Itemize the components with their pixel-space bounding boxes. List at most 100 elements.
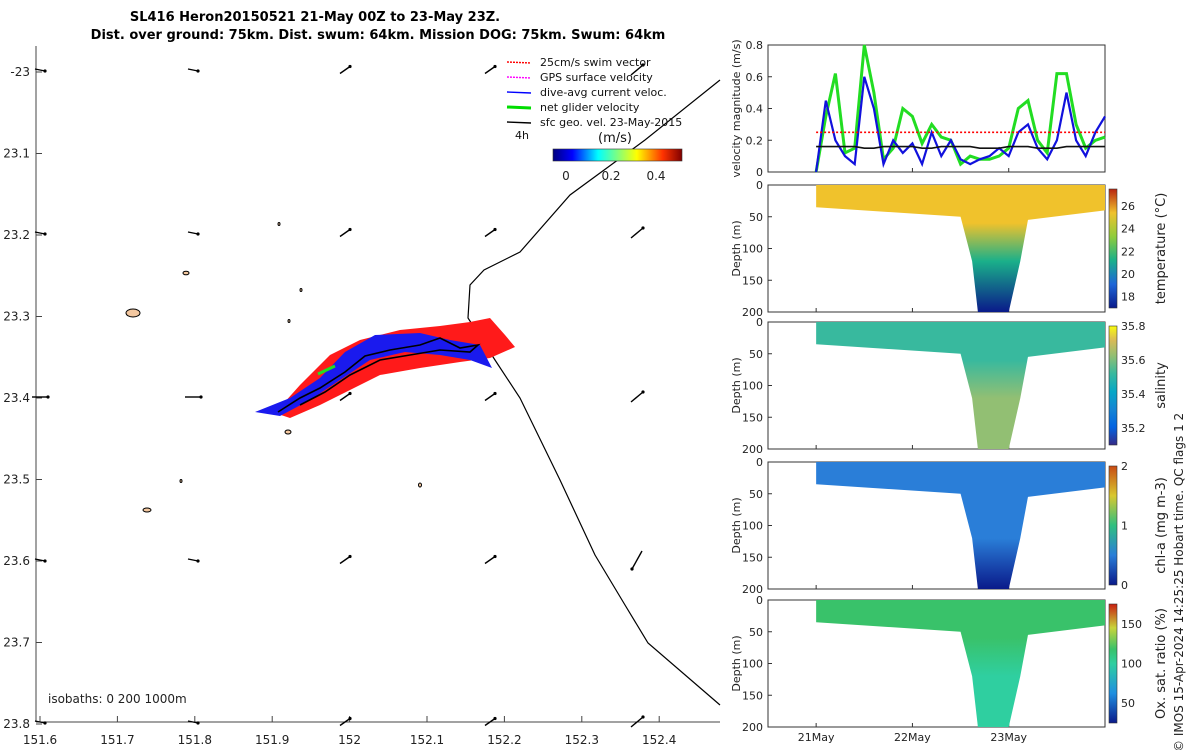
geo-arrow bbox=[484, 228, 496, 238]
geo-arrow bbox=[484, 392, 496, 402]
legend-swatch bbox=[506, 121, 532, 124]
title-line-2: Dist. over ground: 75km. Dist. swum: 64k… bbox=[91, 28, 666, 43]
geo-arrow-head bbox=[641, 715, 645, 719]
map-x-tick-label: 152.1 bbox=[410, 733, 444, 747]
map-y-tick-label: 23.6 bbox=[3, 554, 30, 568]
geo-arrow-head bbox=[43, 721, 47, 725]
panel-y-tick-label: 0 bbox=[756, 179, 763, 192]
panel-y-tick-label: 100 bbox=[742, 243, 763, 256]
geo-arrow-head bbox=[493, 716, 497, 721]
day-label: 22May bbox=[894, 731, 931, 744]
colorbar-tick-label: 35.6 bbox=[1121, 354, 1146, 367]
series-line bbox=[816, 145, 1105, 149]
colorbar-tick-label: 26 bbox=[1121, 200, 1135, 213]
colorbar-tick-label: 35.4 bbox=[1121, 388, 1146, 401]
panel-y-tick-label: 50 bbox=[749, 211, 763, 224]
geo-arrow-head bbox=[43, 69, 47, 73]
legend-label: dive-avg current veloc. bbox=[540, 86, 667, 99]
legend-swatch bbox=[506, 105, 532, 110]
geo-arrow bbox=[339, 65, 351, 75]
series-line bbox=[814, 44, 1106, 173]
temperature-panel: 0 50 100 150 200 Depth (m) 26 24 22 20 18 temperatu… bbox=[730, 179, 1169, 319]
panel-y-tick-label: 0 bbox=[756, 594, 763, 607]
panel-y-tick-label: 100 bbox=[742, 380, 763, 393]
map-x-tick-label: 151.6 bbox=[23, 733, 57, 747]
geo-arrow bbox=[484, 717, 496, 727]
glider-track bbox=[277, 337, 481, 413]
geo-arrow-head bbox=[46, 395, 50, 399]
geo-arrow bbox=[187, 231, 199, 235]
geo-arrow bbox=[34, 231, 46, 235]
variable-colorbar bbox=[1108, 325, 1118, 446]
map-x-tick-label: 151.8 bbox=[178, 733, 212, 747]
geo-arrow bbox=[630, 227, 644, 239]
reef-island bbox=[284, 429, 292, 435]
panel-y-label: Depth (m) bbox=[730, 497, 743, 553]
geo-arrow-head bbox=[199, 395, 203, 399]
reef-island bbox=[299, 288, 303, 292]
map-x-tick-label: 152.4 bbox=[642, 733, 676, 747]
reef-island bbox=[182, 270, 190, 276]
legend-label: GPS surface velocity bbox=[540, 71, 653, 84]
map-y-tick-label: 23.7 bbox=[3, 636, 30, 650]
colorbar-tick-label: 150 bbox=[1121, 618, 1142, 631]
map-x-tick-label: 152.2 bbox=[487, 733, 521, 747]
geo-arrow bbox=[187, 720, 199, 724]
speed-colorbar-tick-label: 0 bbox=[562, 169, 570, 183]
colorbar-tick-label: 20 bbox=[1121, 268, 1135, 281]
geo-arrow-head bbox=[348, 64, 352, 69]
colorbar-tick-label: 1 bbox=[1121, 520, 1128, 533]
panel-y-tick-label: 200 bbox=[742, 306, 763, 319]
net-glider-velocity-arrow bbox=[317, 364, 336, 376]
panel-y-tick-label: 0.8 bbox=[746, 39, 764, 52]
panel-y-tick-label: 0 bbox=[756, 166, 763, 179]
panel-y-tick-label: 150 bbox=[742, 689, 763, 702]
reef-island bbox=[179, 479, 183, 483]
legend-swatch bbox=[506, 76, 532, 79]
map-x-tick-label: 152.3 bbox=[565, 733, 599, 747]
heatmap-section bbox=[816, 600, 1105, 727]
panel-y-tick-label: 0 bbox=[756, 316, 763, 329]
colorbar-tick-label: 22 bbox=[1121, 245, 1135, 258]
colorbar-tick-label: 24 bbox=[1121, 223, 1135, 236]
map-x-tick-label: 152 bbox=[338, 733, 361, 747]
speed-colorbar-tick-label: 0.4 bbox=[646, 169, 665, 183]
map-y-tick-label: -23 bbox=[10, 65, 30, 79]
panel-y-tick-label: 200 bbox=[742, 721, 763, 734]
map-y-tick-label: 23.8 bbox=[3, 717, 30, 731]
geo-arrow-head bbox=[493, 227, 497, 232]
speed-colorbar-ticks: 0 0.2 0.4 bbox=[562, 169, 665, 183]
geo-arrow-head bbox=[196, 559, 200, 563]
map-y-tick-label: 23.1 bbox=[3, 147, 30, 161]
colorbar-label: salinity bbox=[1154, 362, 1169, 409]
heatmap-section bbox=[816, 462, 1105, 589]
side-note: © IMOS 15-Apr-2024 14:25:25 Hobart time.… bbox=[1172, 413, 1186, 750]
variable-colorbar bbox=[1108, 188, 1118, 309]
panel-y-tick-label: 0.6 bbox=[746, 71, 764, 84]
map-plot-area bbox=[36, 46, 720, 722]
day-label: 21May bbox=[798, 731, 835, 744]
time-label: 4h bbox=[515, 129, 529, 142]
variable-colorbar bbox=[1108, 603, 1118, 724]
geo-arrow-head bbox=[43, 559, 47, 563]
reef-island bbox=[277, 222, 281, 226]
title-line-1: SL416 Heron20150521 21-May 00Z to 23-May… bbox=[130, 10, 500, 25]
reef-island bbox=[142, 507, 152, 513]
geo-arrow-head bbox=[43, 232, 47, 236]
geo-arrow-head bbox=[493, 391, 497, 396]
legend-label: sfc geo. vel. 23-May-2015 bbox=[540, 116, 682, 129]
geo-arrow bbox=[34, 68, 46, 72]
panel-y-tick-label: 100 bbox=[742, 520, 763, 533]
speed-colorbar-tick-label: 0.2 bbox=[601, 169, 620, 183]
map-y-tick-label: 23.5 bbox=[3, 473, 30, 487]
geo-arrow-head bbox=[641, 390, 645, 394]
variable-colorbar bbox=[1108, 465, 1118, 586]
panel-y-tick-label: 200 bbox=[742, 583, 763, 596]
speed-colorbar bbox=[552, 148, 683, 162]
geo-arrow-head bbox=[348, 554, 352, 559]
colorbar-label: temperature (°C) bbox=[1154, 193, 1169, 305]
panel-y-tick-label: 0.4 bbox=[746, 103, 764, 116]
legend-label: 25cm/s swim vector bbox=[540, 56, 651, 69]
